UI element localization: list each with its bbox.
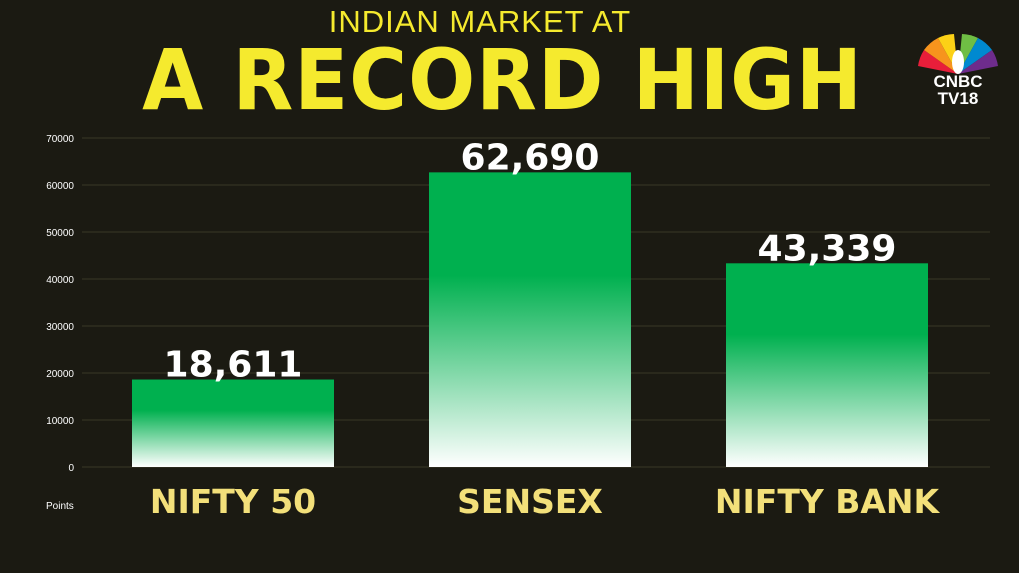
y-tick-label: 70000 [46, 134, 74, 145]
bar [726, 263, 928, 467]
cnbc-tv18-logo: CNBC TV18 [912, 28, 1004, 110]
y-tick-label: 60000 [46, 181, 74, 192]
bar-value-label: 43,339 [758, 228, 897, 269]
chart-title: A RECORD HIGH [142, 31, 863, 129]
category-labels: NIFTY 50 SENSEX NIFTY BANK [150, 482, 941, 521]
y-tick-label: 20000 [46, 369, 74, 380]
chart-subtitle: INDIAN MARKET AT [328, 4, 632, 39]
logo-channel: TV18 [937, 89, 979, 108]
category-label: NIFTY BANK [715, 482, 941, 521]
y-axis-ticks: 0 10000 20000 30000 40000 50000 60000 70000 [46, 134, 74, 474]
bars [132, 172, 928, 467]
y-tick-label: 40000 [46, 275, 74, 286]
bar [429, 172, 631, 467]
y-axis-label: Points [46, 501, 74, 512]
category-label: NIFTY 50 [150, 482, 316, 521]
y-tick-label: 0 [68, 463, 74, 474]
peacock-icon [918, 34, 998, 74]
value-labels: 18,611 62,690 43,339 [164, 137, 897, 385]
bar-value-label: 62,690 [461, 137, 600, 178]
bar [132, 379, 334, 467]
bar-value-label: 18,611 [164, 345, 303, 386]
category-label: SENSEX [457, 482, 603, 521]
y-tick-label: 50000 [46, 228, 74, 239]
y-tick-label: 10000 [46, 416, 74, 427]
y-tick-label: 30000 [46, 322, 74, 333]
logo-brand: CNBC [933, 72, 983, 91]
